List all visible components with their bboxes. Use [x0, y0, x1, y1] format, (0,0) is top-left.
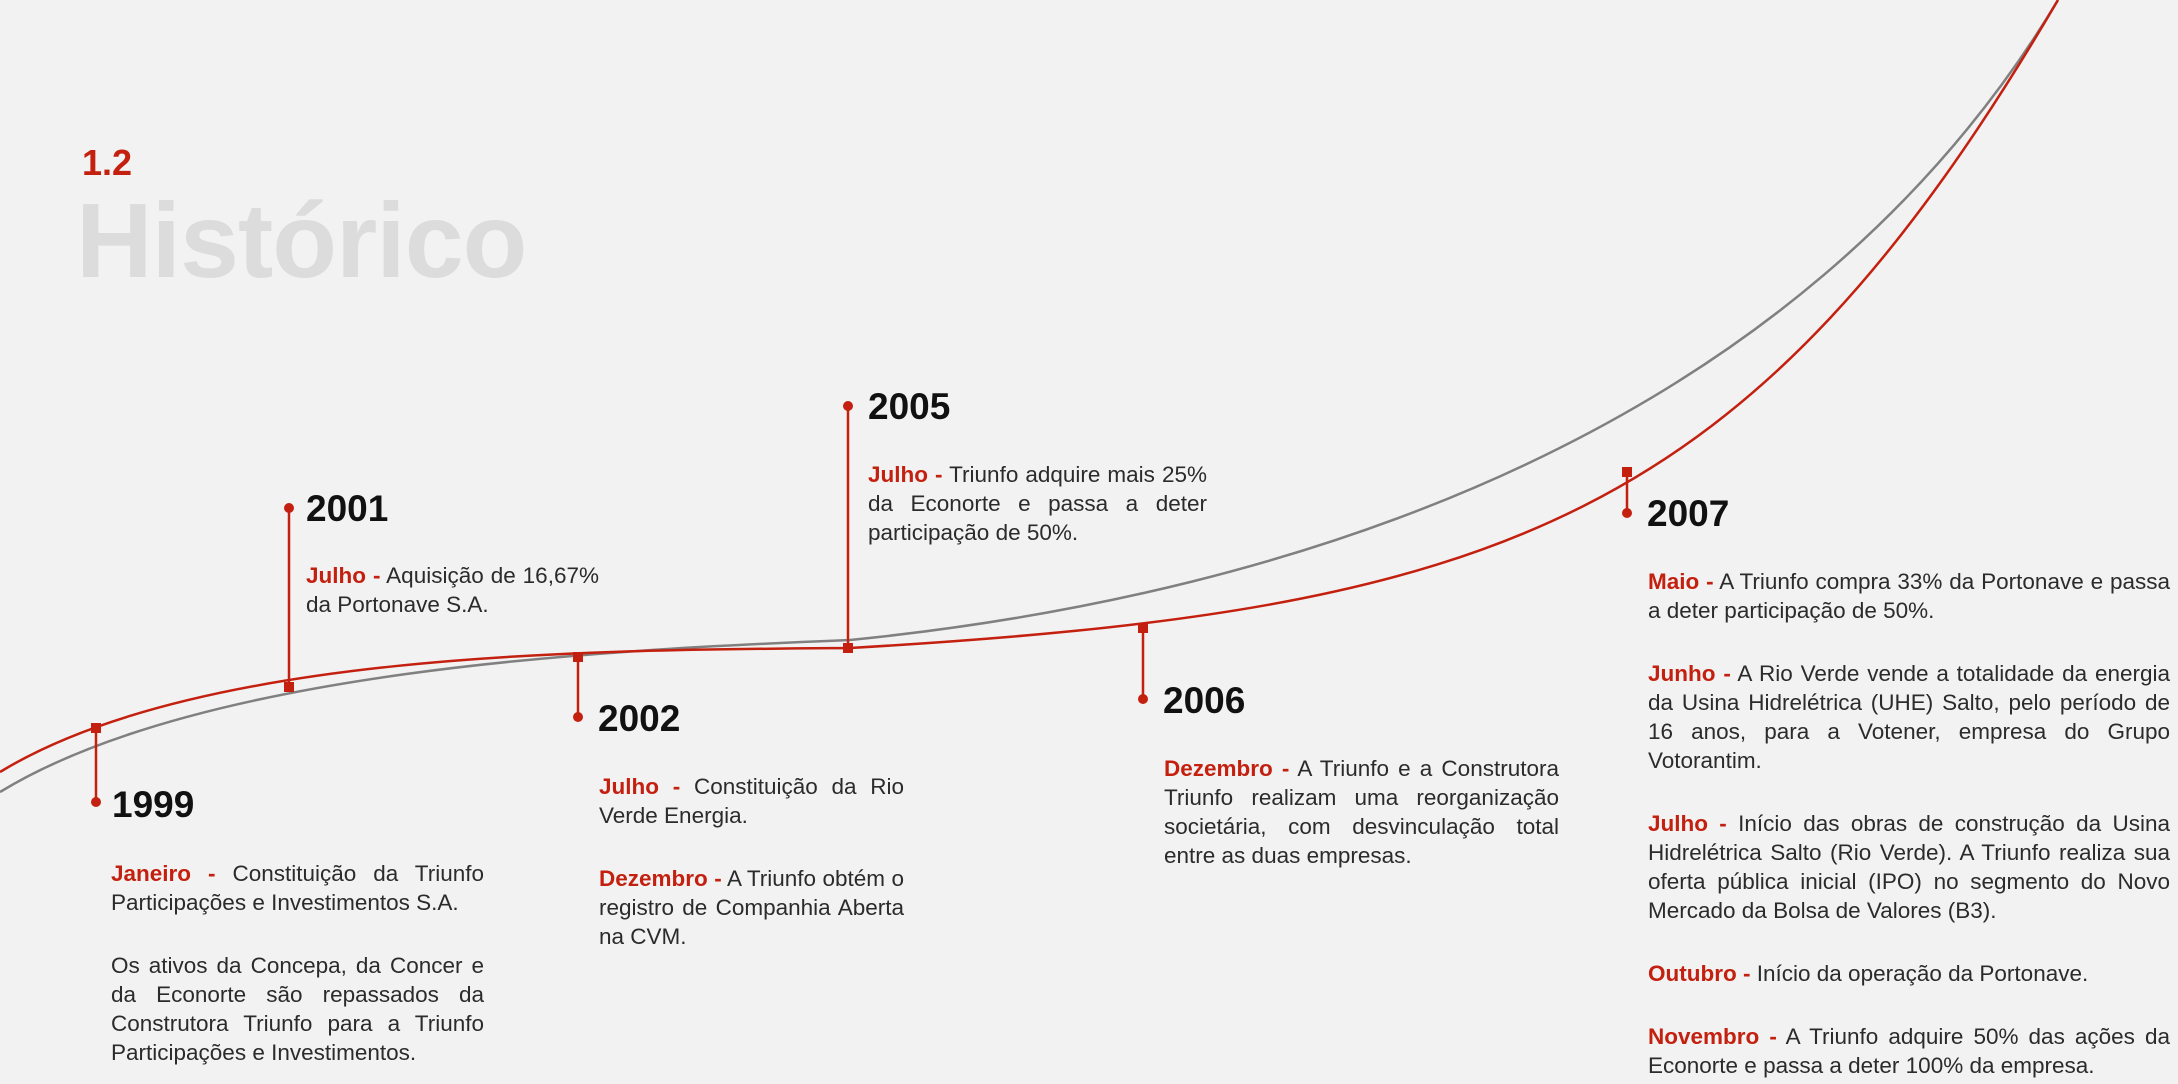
timeline-entry: Novembro - A Triunfo adquire 50% das açõ…	[1648, 1022, 2170, 1080]
year-1999: 1999	[112, 784, 195, 825]
entry-text: A Triunfo compra 33% da Portonave e pass…	[1648, 569, 2170, 623]
connector-2005	[843, 401, 853, 653]
entry-text: Início da operação da Portonave.	[1756, 961, 2089, 986]
entry-month: Dezembro -	[1164, 756, 1290, 781]
timeline-entry: Dezembro - A Triunfo e a Construtora Tri…	[1164, 754, 1559, 870]
entry-text: A Rio Verde vende a totalidade da energi…	[1648, 661, 2170, 773]
entry-text: Aquisição de 16,67% da Portonave S.A.	[306, 563, 599, 617]
entry-month: Outubro -	[1648, 961, 1751, 986]
timeline-curve-main	[0, 0, 2060, 774]
timeline-entry: Julho - Início das obras de construção d…	[1648, 809, 2170, 925]
entries-2006: Dezembro - A Triunfo e a Construtora Tri…	[1164, 754, 1559, 870]
year-2007: 2007	[1647, 493, 1730, 534]
entry-month: Julho -	[306, 563, 381, 588]
entries-2001: Julho - Aquisição de 16,67% da Portonave…	[306, 561, 599, 619]
year-2006: 2006	[1163, 680, 1246, 721]
year-2001: 2001	[306, 488, 389, 529]
timeline-entry: Maio - A Triunfo compra 33% da Portonave…	[1648, 567, 2170, 625]
entry-text: A Triunfo obtém o registro de Companhia …	[599, 866, 904, 949]
timeline-entry: Junho - A Rio Verde vende a totalidade d…	[1648, 659, 2170, 775]
page-title: Histórico	[76, 182, 527, 300]
entry-text: Triunfo adquire mais 25% da Econorte e p…	[868, 462, 1207, 545]
timeline-entry: Outubro - Início da operação da Portonav…	[1648, 959, 2170, 988]
year-2005: 2005	[868, 386, 951, 427]
timeline-entry: Julho - Constituição da Rio Verde Energi…	[599, 772, 904, 830]
timeline-entry: Janeiro - Constituição da Triunfo Partic…	[111, 859, 484, 917]
timeline-entry: Julho - Aquisição de 16,67% da Portonave…	[306, 561, 599, 619]
entry-text: Constituição da Rio Verde Energia.	[599, 774, 904, 828]
entry-text: Os ativos da Concepa, da Concer e da Eco…	[111, 953, 484, 1065]
entry-month: Julho -	[599, 774, 681, 799]
entry-text: A Triunfo adquire 50% das ações da Econo…	[1648, 1024, 2171, 1078]
entry-month: Dezembro -	[599, 866, 722, 891]
entry-month: Julho -	[1648, 811, 1727, 836]
section-number: 1.2	[82, 142, 133, 183]
entry-month: Maio -	[1648, 569, 1714, 594]
connector-2006	[1138, 623, 1148, 704]
entries-2002: Julho - Constituição da Rio Verde Energi…	[599, 772, 904, 951]
entry-text: Início das obras de construção da Usina …	[1648, 811, 2170, 923]
timeline-entry: Dezembro - A Triunfo obtém o registro de…	[599, 864, 904, 951]
entry-month: Janeiro -	[111, 861, 216, 886]
timeline-curve-secondary	[0, 0, 2060, 794]
entry-month: Novembro -	[1648, 1024, 1777, 1049]
entries-1999: Janeiro - Constituição da Triunfo Partic…	[111, 859, 484, 1067]
connector-2007	[1622, 467, 1632, 518]
connector-2002	[573, 652, 583, 722]
year-2002: 2002	[598, 698, 681, 739]
entry-text: Constituição da Triunfo Participações e …	[111, 861, 484, 915]
entries-2005: Julho - Triunfo adquire mais 25% da Econ…	[868, 460, 1207, 547]
entry-text: A Triunfo e a Construtora Triunfo realiz…	[1164, 756, 1559, 868]
timeline-entry: Os ativos da Concepa, da Concer e da Eco…	[111, 951, 484, 1067]
timeline-entry: Julho - Triunfo adquire mais 25% da Econ…	[868, 460, 1207, 547]
entries-2007: Maio - A Triunfo compra 33% da Portonave…	[1648, 567, 2170, 1080]
connector-2001	[284, 503, 294, 692]
entry-month: Junho -	[1648, 661, 1731, 686]
connector-1999	[91, 723, 101, 807]
entry-month: Julho -	[868, 462, 943, 487]
